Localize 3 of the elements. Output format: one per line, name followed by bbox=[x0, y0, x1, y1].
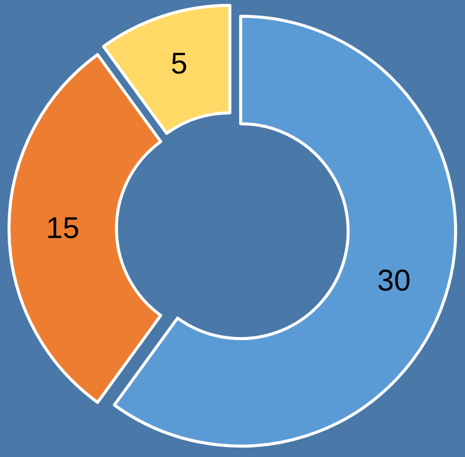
data-label: 15 bbox=[46, 212, 80, 245]
data-label: 5 bbox=[170, 48, 188, 81]
data-label: 30 bbox=[377, 264, 411, 298]
